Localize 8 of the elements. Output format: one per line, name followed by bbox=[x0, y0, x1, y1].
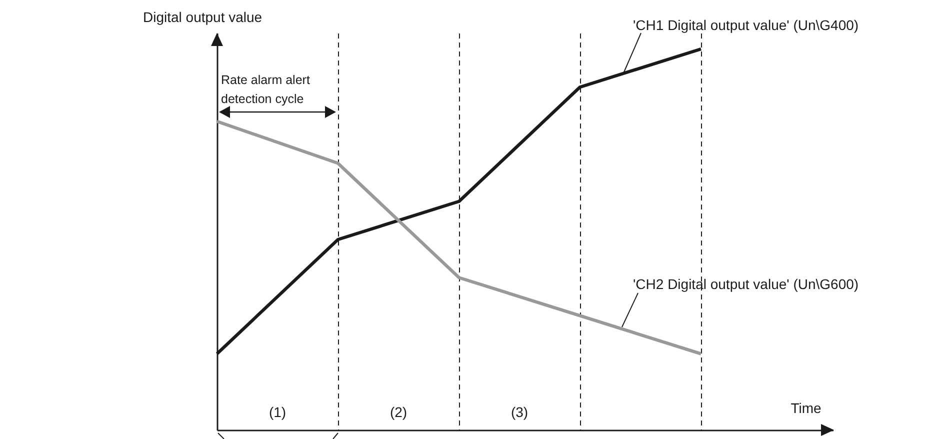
text: 'CH1 Digital output value' (Un\G400) bbox=[633, 17, 859, 33]
annotation: (1) bbox=[268, 404, 286, 420]
annotation: (2) bbox=[390, 404, 408, 420]
annotation: Rate alarm alert detection cycle bbox=[221, 72, 311, 108]
text: 'CH2 Digital output value' (Un\G600) bbox=[633, 276, 859, 292]
x-axis-title: Time bbox=[790, 400, 822, 416]
y-axis-title: Digital output value bbox=[143, 9, 262, 25]
annotation: (3) bbox=[510, 404, 528, 420]
